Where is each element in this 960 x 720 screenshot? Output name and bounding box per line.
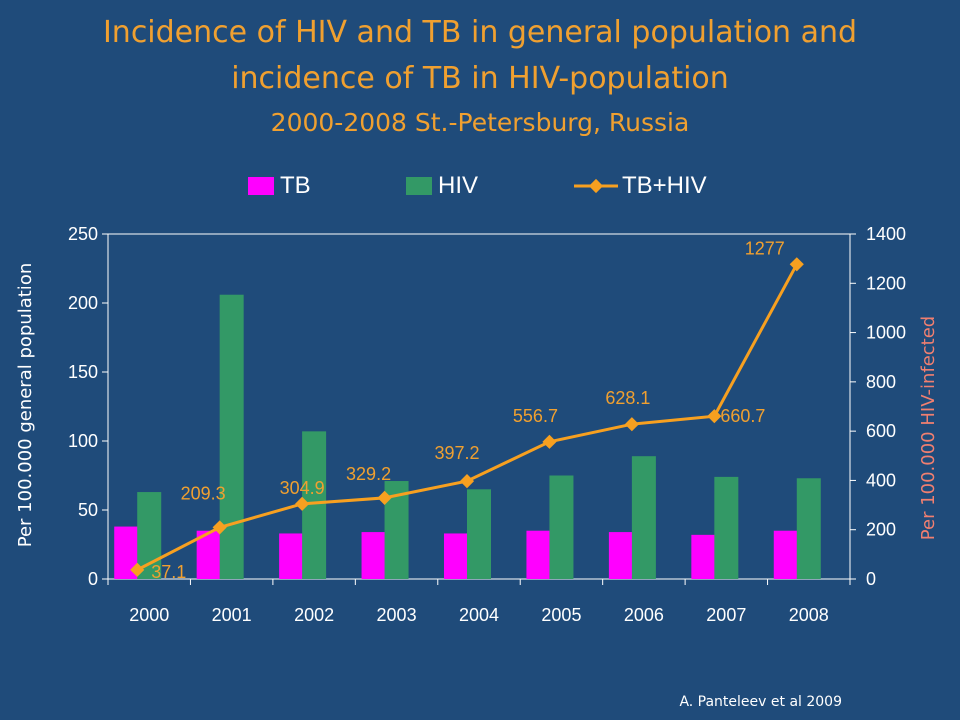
bar-tb	[279, 533, 304, 579]
point-tbhiv	[542, 434, 557, 449]
y-left-tick-label: 100	[68, 431, 98, 451]
point-tbhiv	[789, 257, 804, 272]
bar-hiv	[549, 475, 574, 579]
x-tick-label: 2003	[377, 605, 417, 625]
x-tick-label: 2000	[129, 605, 169, 625]
data-label-tbhiv: 329.2	[346, 464, 391, 484]
point-tbhiv	[624, 417, 639, 432]
y-left-tick-label: 200	[68, 293, 98, 313]
bar-hiv	[219, 294, 244, 579]
y-left-tick-label: 250	[68, 224, 98, 244]
x-tick-label: 2002	[294, 605, 334, 625]
bar-tb	[361, 532, 386, 579]
legend-label-hiv: HIV	[438, 172, 479, 199]
source-credit: A. Panteleev et al 2009	[679, 694, 842, 710]
data-label-tbhiv: 37.1	[151, 562, 186, 582]
data-label-tbhiv: 304.9	[280, 478, 325, 498]
legend-item-tbhiv: TB+HIV	[574, 172, 707, 200]
legend-label-tbhiv: TB+HIV	[622, 172, 707, 199]
y-right-tick-label: 800	[866, 372, 896, 392]
y-right-tick-label: 1000	[866, 323, 906, 343]
title-line-1: Incidence of HIV and TB in general popul…	[102, 15, 858, 50]
bar-tb	[444, 533, 468, 579]
chart-title: Incidence of HIV and TB in general popul…	[0, 10, 960, 102]
bar-tb	[773, 530, 798, 579]
bar-hiv	[714, 476, 739, 579]
point-tbhiv	[377, 490, 392, 505]
legend-swatch-tbhiv	[574, 178, 618, 194]
legend-item-tb: TB	[248, 172, 311, 200]
bar-hiv	[467, 489, 491, 579]
bar-hiv	[796, 478, 821, 579]
x-tick-label: 2008	[789, 605, 829, 625]
bar-hiv	[631, 456, 656, 579]
y-right-tick-label: 200	[866, 520, 896, 540]
chart-subtitle: 2000-2008 St.-Petersburg, Russia	[270, 108, 690, 137]
chart-legend: TB HIV TB+HIV	[0, 172, 960, 208]
bar-tb	[691, 534, 716, 579]
y-right-tick-label: 400	[866, 470, 896, 490]
x-tick-label: 2007	[706, 605, 746, 625]
data-label-tbhiv: 209.3	[181, 483, 226, 503]
data-label-tbhiv: 660.7	[720, 406, 765, 426]
data-label-tbhiv: 397.2	[434, 443, 479, 463]
y-left-tick-label: 50	[78, 500, 98, 520]
legend-item-hiv: HIV	[406, 172, 478, 200]
y-right-tick-label: 0	[866, 569, 876, 589]
point-tbhiv	[212, 520, 227, 535]
bar-tb	[608, 532, 633, 579]
point-tbhiv	[130, 562, 145, 577]
legend-swatch-tb	[248, 177, 274, 195]
legend-label-tb: TB	[280, 172, 311, 199]
data-label-tbhiv: 556.7	[513, 406, 558, 426]
data-label-tbhiv: 628.1	[605, 388, 650, 408]
point-tbhiv	[295, 496, 310, 511]
legend-swatch-hiv	[406, 177, 432, 195]
y-right-tick-label: 600	[866, 421, 896, 441]
x-tick-label: 2004	[459, 605, 499, 625]
bar-tb	[526, 530, 551, 579]
x-tick-label: 2001	[212, 605, 252, 625]
point-tbhiv	[707, 409, 722, 424]
x-tick-label: 2005	[541, 605, 581, 625]
y-left-tick-label: 150	[68, 362, 98, 382]
data-label-tbhiv: 1277	[745, 238, 785, 258]
y-left-tick-label: 0	[88, 569, 98, 589]
point-tbhiv	[459, 474, 475, 489]
title-line-2: incidence of TB in HIV-population	[231, 61, 729, 96]
y-right-tick-label: 1400	[866, 224, 906, 244]
y-right-tick-label: 1200	[866, 273, 906, 293]
x-tick-label: 2006	[624, 605, 664, 625]
